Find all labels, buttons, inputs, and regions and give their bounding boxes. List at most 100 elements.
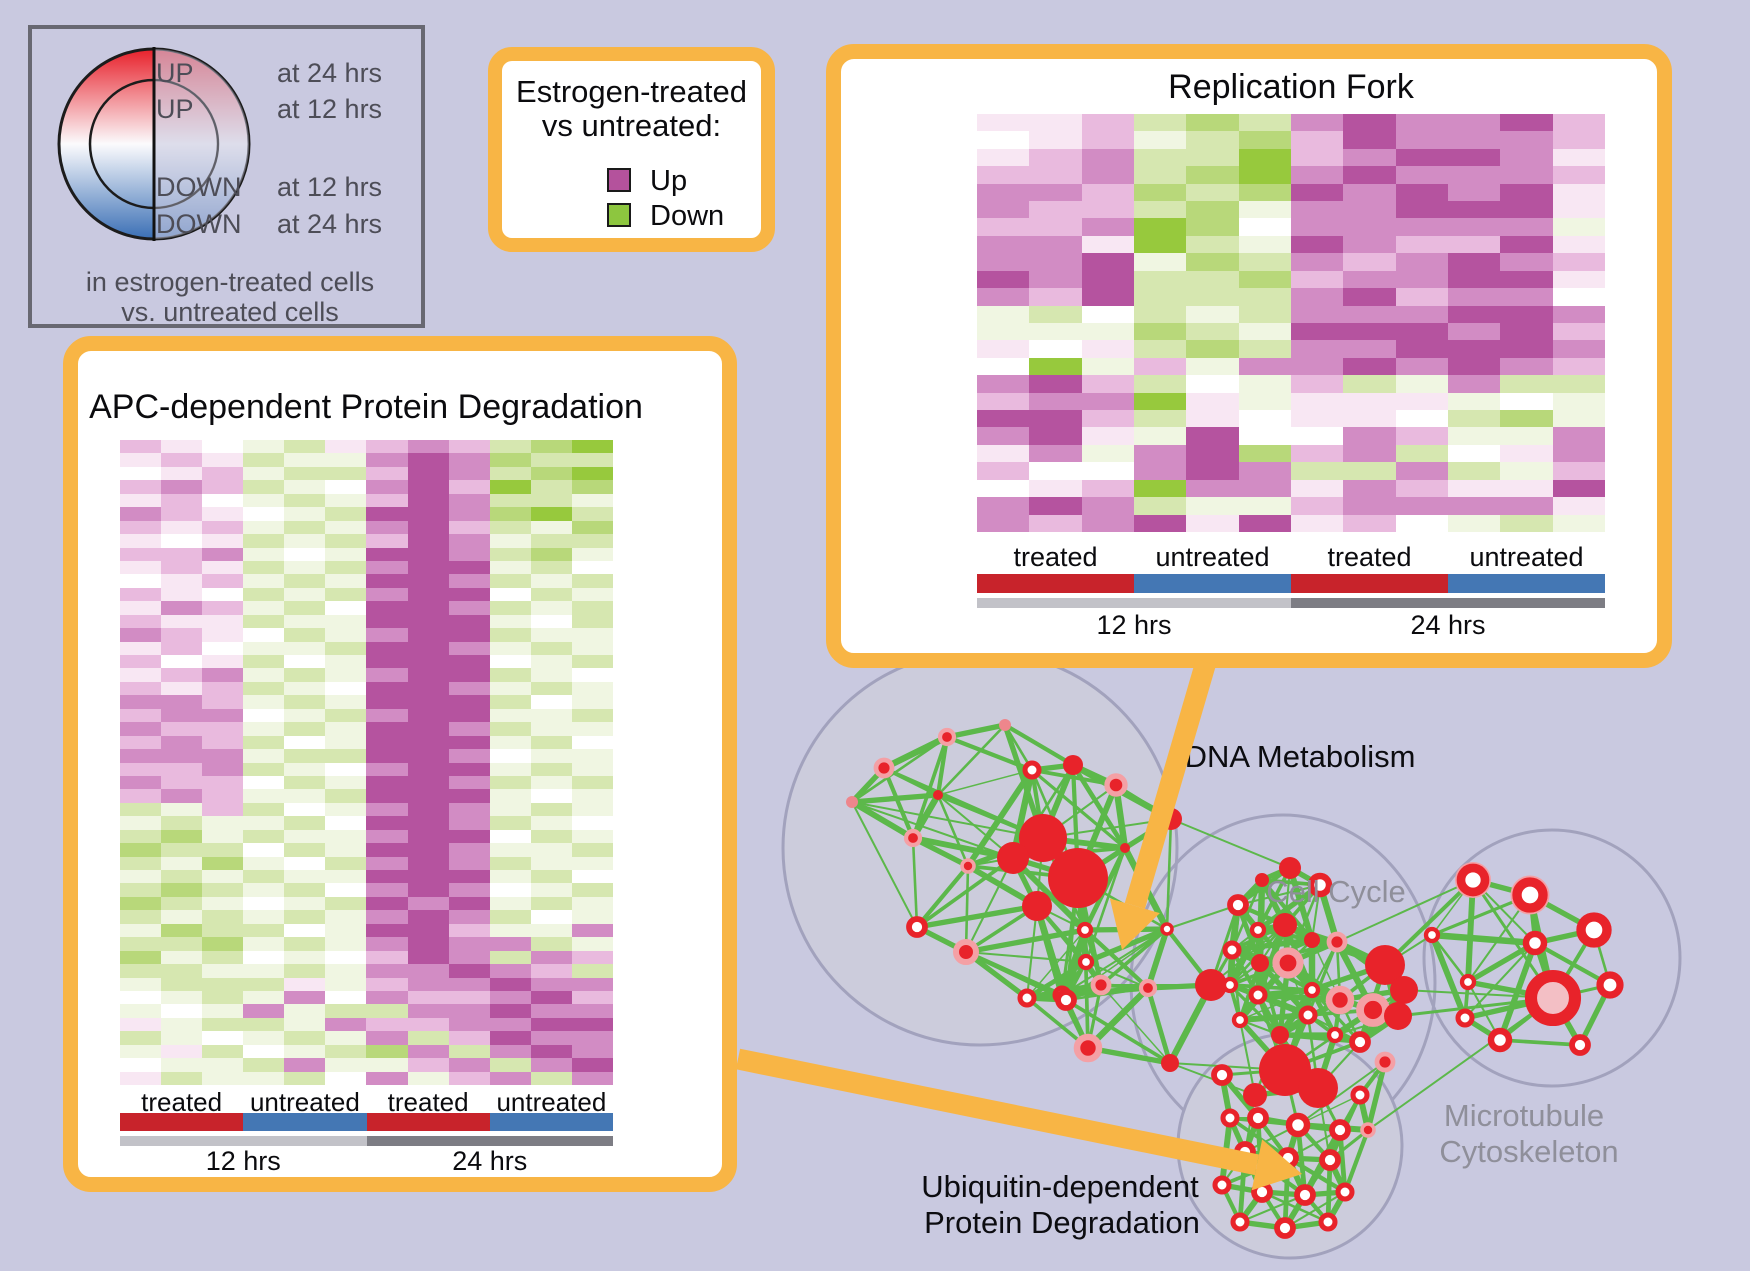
heatmap-cell [1290,479,1344,498]
heatmap-cell [489,560,531,575]
heatmap-cell [161,816,203,830]
heatmap-cell [284,628,326,642]
heatmap-cell [571,749,613,763]
heatmap-cell [530,923,572,938]
heatmap-cell [1552,166,1605,184]
heatmap-cell [407,560,449,575]
network-node [1360,1122,1376,1138]
network-node [1304,932,1320,948]
heatmap-cell [530,507,572,521]
heatmap-cell [243,789,285,803]
heatmap-cell [1500,235,1553,254]
heatmap-cell [489,735,531,750]
heatmap-cell [1186,322,1239,341]
time-label: 12 hrs [1096,610,1172,640]
heatmap-cell [530,870,572,884]
network-node [1248,985,1268,1005]
heatmap-cell [161,749,203,763]
heatmap-cell [407,883,449,897]
heatmap-cell [202,1044,244,1059]
heatmap-cell [1395,166,1448,184]
heatmap-cell [1238,218,1291,236]
heatmap-cell [1029,497,1082,515]
heatmap-cell [120,655,162,669]
heatmap-cell [571,923,613,938]
network-node [1365,945,1405,985]
network-node [1356,993,1390,1027]
heatmap-cell [571,453,613,467]
heatmap-cell [120,749,162,763]
network-edge [1239,989,1313,1021]
time-label: 12 hrs [205,1146,281,1176]
heatmap-cell [120,1044,162,1059]
network-edge [1230,879,1264,951]
heatmap-cell [243,681,285,696]
heatmap-cell [284,1071,326,1085]
heatmap-cell [1447,114,1501,132]
network-node [1455,1008,1475,1028]
heatmap-cell [1238,479,1291,498]
heatmap-cell [325,870,367,884]
heatmap-cell [407,775,449,790]
heatmap-cell [120,856,162,870]
heatmap-cell [1447,131,1501,149]
heatmap-cell [366,816,408,830]
heatmap-cell [120,722,162,736]
heatmap-cell [489,1071,531,1085]
network-edge [1499,1038,1581,1047]
heatmap-cell [1290,444,1344,463]
heatmap-cell [161,668,203,682]
heatmap-cell [202,829,244,844]
heatmap-cell [530,802,572,817]
heatmap-cell [571,735,613,750]
network-edge [1431,931,1536,947]
heatmap-cell [489,856,531,870]
heatmap-cell [120,923,162,938]
network-edge [1466,940,1537,985]
heatmap-cell [202,614,244,629]
heatmap-cell [1081,114,1134,132]
heatmap-cell [407,453,449,467]
heatmap-cell [366,923,408,938]
heatmap-cell [325,775,367,790]
heatmap-cell [325,655,367,669]
heatmap-cell [243,990,285,1005]
heatmap-cell [530,641,572,655]
heatmap-cell [1500,410,1553,428]
heatmap-cell [284,749,326,763]
heatmap-cell [1081,148,1134,167]
network-edge [1010,855,1088,933]
heatmap-cell [1552,444,1605,463]
heatmap-cell [448,883,490,897]
heatmap-cell [448,587,490,602]
heatmap-cell [489,1058,531,1072]
heatmap-cell [284,668,326,682]
heatmap-cell [407,520,449,535]
heatmap-cell [120,466,162,481]
heatmap-cell [530,896,572,911]
heatmap-cell [366,870,408,884]
heatmap-cell [366,1071,408,1085]
heatmap-cell [284,1004,326,1018]
heatmap-cell [1395,288,1448,306]
heatmap-cell [1081,357,1134,376]
heatmap-cell [1395,462,1448,480]
heatmap-cell [202,775,244,790]
updown-row-time: at 24 hrs [277,58,383,88]
heatmap-cell [120,520,162,535]
heatmap-cell [120,668,162,682]
heatmap-cell [448,950,490,965]
heatmap-cell [366,937,408,951]
heatmap-cell [202,641,244,655]
heatmap-cell [489,547,531,561]
heatmap-cell [161,440,203,454]
heatmap-cell [489,923,531,938]
heatmap-cell [571,937,613,951]
network-edge [911,837,919,928]
heatmap-cell [407,466,449,481]
time-bar-24hrs [366,1136,613,1146]
heatmap-cell [1447,253,1501,271]
heatmap-cell [161,829,203,844]
network-node [1374,1051,1396,1073]
heatmap-cell [284,480,326,494]
